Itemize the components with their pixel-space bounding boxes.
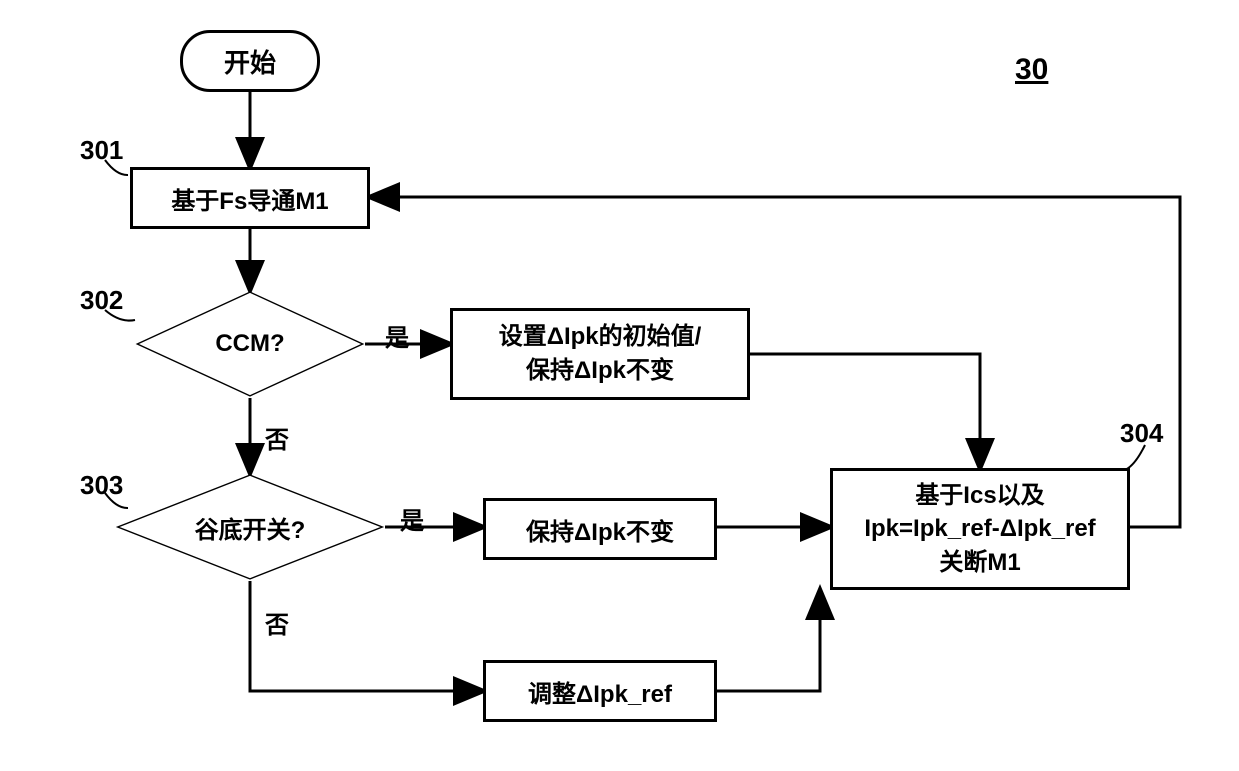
edge-label: 是 [400, 501, 424, 536]
process-301: 基于Fs导通M1 [130, 167, 370, 229]
start-text: 开始 [224, 43, 276, 80]
label-302: 302 [80, 285, 123, 316]
label-303: 303 [80, 470, 123, 501]
process-302yes: 设置ΔIpk的初始值/ 保持ΔIpk不变 [450, 308, 750, 400]
process-303yes: 保持ΔIpk不变 [483, 498, 717, 560]
edge-label: 是 [385, 318, 409, 353]
label-303-text: 303 [80, 470, 123, 500]
decision-303: 谷底开关? [115, 473, 385, 581]
process-304: 基于Ics以及 Ipk=Ipk_ref-ΔIpk_ref 关断M1 [830, 468, 1130, 590]
flowchart-30: 开始 基于Fs导通M1 CCM? 设置ΔIpk的初始值/ 保持ΔIpk不变 谷底… [0, 0, 1239, 771]
decision-302-text: CCM? [215, 330, 284, 358]
process-303no: 调整ΔIpk_ref [483, 660, 717, 722]
process-302yes-text: 设置ΔIpk的初始值/ 保持ΔIpk不变 [499, 320, 702, 387]
label-301: 301 [80, 135, 123, 166]
edge-label: 否 [265, 420, 289, 455]
process-301-text: 基于Fs导通M1 [171, 181, 328, 216]
label-304: 304 [1120, 418, 1163, 449]
figure-number: 30 [1015, 53, 1048, 87]
label-302-text: 302 [80, 285, 123, 315]
process-304-text: 基于Ics以及 Ipk=Ipk_ref-ΔIpk_ref 关断M1 [864, 479, 1095, 580]
decision-303-text: 谷底开关? [195, 510, 306, 545]
label-304-text: 304 [1120, 418, 1163, 448]
figure-number-text: 30 [1015, 53, 1048, 86]
process-303yes-text: 保持ΔIpk不变 [526, 512, 674, 547]
process-303no-text: 调整ΔIpk_ref [528, 674, 672, 709]
start-node: 开始 [180, 30, 320, 92]
decision-302: CCM? [135, 290, 365, 398]
edge-label: 否 [265, 605, 289, 640]
label-301-text: 301 [80, 135, 123, 165]
